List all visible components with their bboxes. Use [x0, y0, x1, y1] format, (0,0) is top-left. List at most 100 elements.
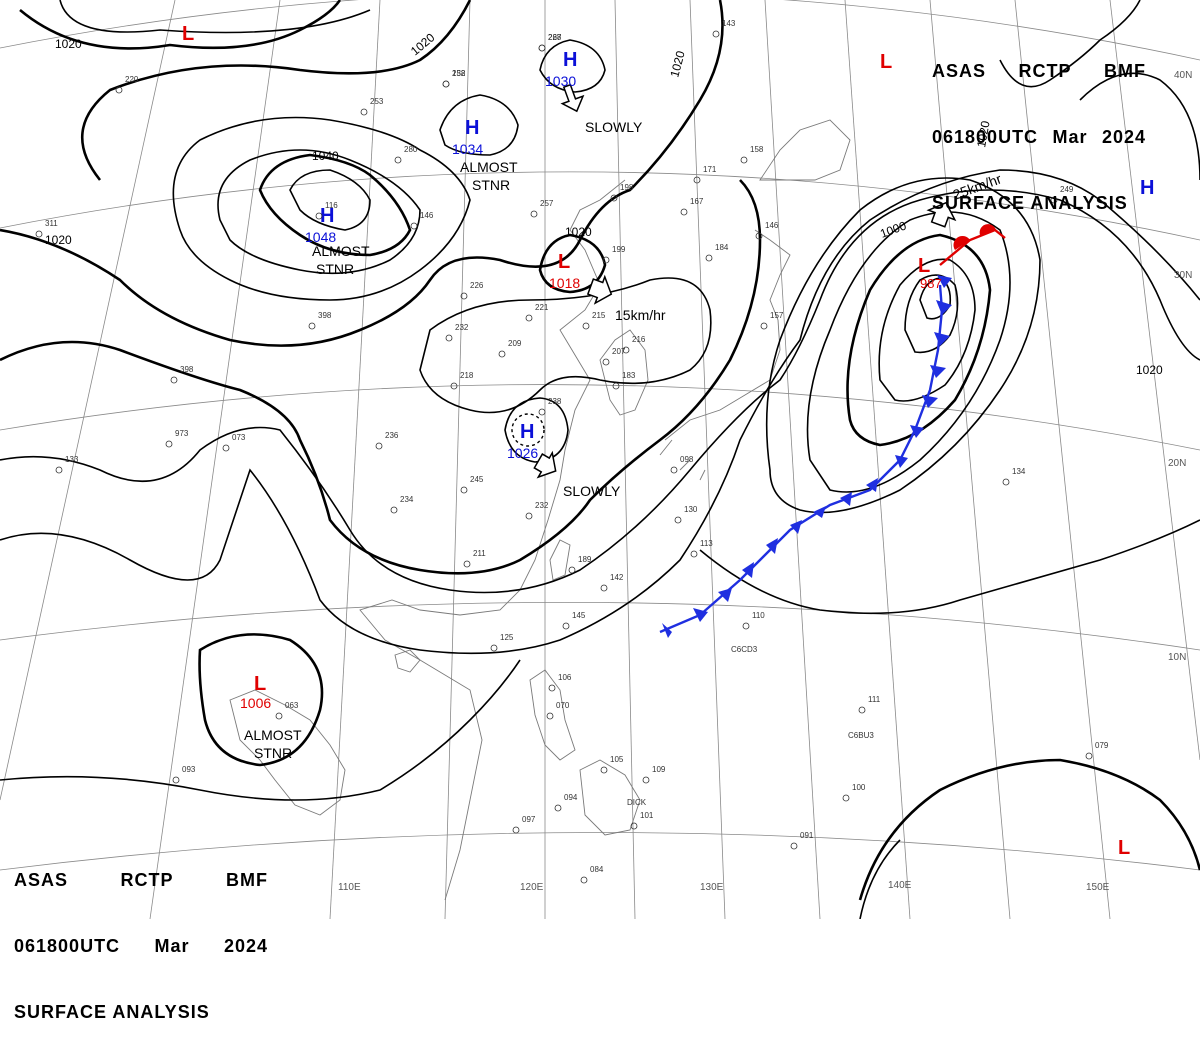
station-pressure: 215 — [592, 311, 606, 320]
low-pressure-value: 987 — [920, 276, 942, 291]
station-pressure: 110 — [752, 611, 765, 620]
front-triangle — [934, 332, 950, 346]
isobar — [538, 233, 607, 294]
station-circle-icon — [582, 322, 590, 330]
station-circle-icon — [172, 776, 180, 784]
station-circle-icon — [275, 712, 283, 720]
isobar-label: 1020 — [55, 37, 82, 51]
latitude-label: 40N — [1174, 70, 1192, 81]
station-circle-icon — [705, 254, 713, 262]
movement-note: 15km/hr — [615, 307, 666, 323]
station-pressure: 280 — [404, 145, 418, 154]
isobar — [80, 0, 472, 181]
station-circle-icon — [512, 826, 520, 834]
isobar — [699, 519, 1200, 615]
isobar — [0, 189, 1200, 594]
header-month: Mar — [154, 936, 190, 956]
station-circle-icon — [460, 292, 468, 300]
station-circle-icon — [858, 706, 866, 714]
high-marker: H — [1140, 177, 1154, 199]
isobar — [846, 233, 992, 447]
station-pressure: 063 — [285, 701, 299, 710]
station-pressure: 249 — [1060, 185, 1074, 194]
station-circle-icon — [410, 222, 418, 230]
longitude-label: 110E — [338, 882, 361, 893]
station-pressure: 146 — [765, 221, 779, 230]
station-pressure: 073 — [232, 433, 246, 442]
front-triangle — [790, 520, 802, 534]
station-pressure: 133 — [65, 455, 79, 464]
longitude-line-155e — [1109, 0, 1200, 761]
isobar — [419, 277, 712, 414]
station-circle-icon — [538, 408, 546, 416]
station-pressure: 209 — [508, 339, 522, 348]
latitude-line-10n — [0, 601, 1200, 651]
longitude-line-145e — [929, 0, 1011, 919]
station-circle-icon — [35, 230, 43, 238]
station-circle-icon — [680, 208, 688, 216]
isobar — [0, 659, 521, 801]
front-triangle — [742, 562, 754, 578]
header-center: RCTP — [120, 870, 174, 890]
station-circle-icon — [55, 466, 63, 474]
station-circle-icon — [554, 804, 562, 812]
station-pressure: 232 — [455, 323, 469, 332]
isobar — [858, 758, 1200, 901]
header-year: 2024 — [223, 936, 268, 956]
graticule-labels: 40N 30N 20N 10N 110E 120E 130E 140E 150E — [338, 70, 1192, 893]
front-triangle — [937, 275, 952, 288]
front-triangle — [866, 478, 878, 492]
station-circle-icon — [308, 322, 316, 330]
station-pressure: 070 — [556, 701, 570, 710]
station-circle-icon — [674, 516, 682, 524]
isobar — [439, 94, 519, 156]
longitude-label: 130E — [700, 882, 724, 893]
station-circle-icon — [375, 442, 383, 450]
station-pressure: 100 — [852, 783, 866, 792]
isobar — [0, 169, 1200, 655]
station-circle-icon — [548, 684, 556, 692]
station-circle-icon — [712, 30, 720, 38]
coast-indochina — [229, 689, 346, 816]
station-circle-icon — [742, 622, 750, 630]
isobar-label: 1020 — [565, 225, 592, 239]
station-circle-icon — [170, 376, 178, 384]
station-circle-icon — [490, 644, 498, 652]
coast-luzon — [529, 669, 576, 761]
surface-analysis-map: H 1030 H 1034 H 1048 H 1026 H L 1018 L 1… — [0, 0, 1200, 919]
coast-taiwan — [549, 539, 571, 581]
high-pressure-value: 1026 — [507, 445, 538, 461]
station-pressure: 125 — [500, 633, 514, 642]
station-pressure: 252 — [452, 69, 466, 78]
header-title: SURFACE ANALYSIS — [14, 1002, 210, 1022]
station-circle-icon — [1002, 478, 1010, 486]
station-circle-icon — [115, 86, 123, 94]
ship-codes: C6CD3 C6BU3 DICK — [627, 645, 874, 807]
station-circle-icon — [1050, 196, 1058, 204]
station-plots: 267 252 220 253 280 198 257 199 184 143 158 171 167 1… — [35, 19, 1109, 884]
station-pressure: 167 — [690, 197, 704, 206]
movement-note: STNR — [316, 261, 354, 277]
longitude-label: 120E — [520, 882, 544, 893]
station-pressure: 109 — [652, 765, 666, 774]
station-pressure: 238 — [548, 397, 562, 406]
station-pressure: 113 — [700, 539, 713, 548]
longitude-line-105e — [149, 0, 281, 919]
station-circle-icon — [315, 212, 323, 220]
latitude-line-0 — [0, 832, 1200, 871]
low-marker: L — [558, 251, 570, 273]
dashed-high-ring — [511, 413, 545, 447]
station-pressure: 157 — [770, 311, 784, 320]
front-triangle — [936, 300, 952, 315]
ship-code: C6CD3 — [731, 645, 758, 654]
station-circle-icon — [690, 550, 698, 558]
station-pressure: 101 — [640, 811, 654, 820]
latitude-label: 20N — [1168, 458, 1186, 469]
arrow-icon — [586, 274, 613, 305]
station-circle-icon — [740, 156, 748, 164]
low-pressure-value: 1006 — [240, 695, 271, 711]
movement-note: STNR — [472, 177, 510, 193]
low-marker: L — [1118, 837, 1130, 859]
station-pressure: 158 — [750, 145, 764, 154]
station-circle-icon — [530, 210, 538, 218]
